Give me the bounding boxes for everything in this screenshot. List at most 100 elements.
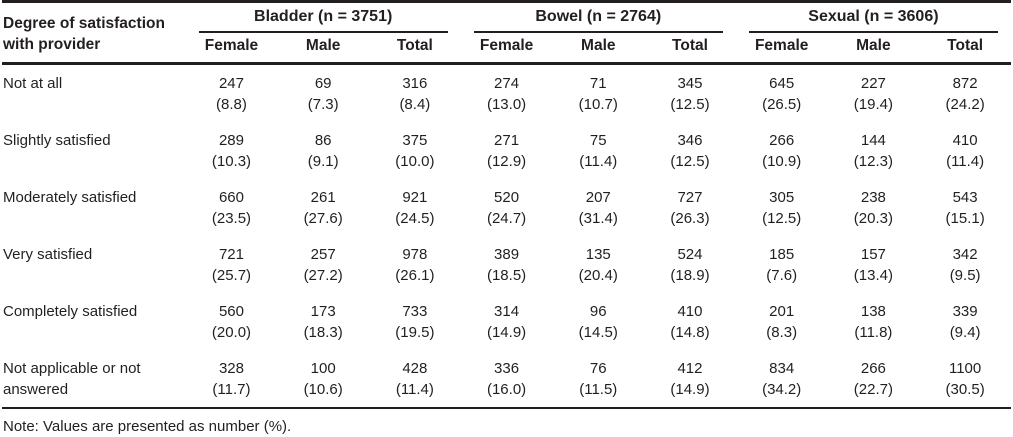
data-cell: 76 (11.5): [552, 350, 644, 408]
cell-count: 261: [310, 189, 336, 206]
cell-count: 289: [218, 132, 244, 149]
data-cell: 227 (19.4): [828, 64, 920, 123]
data-cell: 100 (10.6): [277, 350, 369, 408]
cell-percent: (12.5): [762, 210, 802, 227]
data-cell: 339 (9.4): [919, 293, 1011, 350]
data-cell: 428 (11.4): [369, 350, 461, 408]
data-cell: 660 (23.5): [186, 179, 278, 236]
table-row: Slightly satisfied 289 (10.3) 86 (9.1) 375 (1…: [2, 122, 1011, 179]
cell-percent: (26.5): [762, 96, 802, 113]
cell-percent: (27.2): [303, 267, 343, 284]
cell-percent: (24.2): [945, 96, 985, 113]
cell-count: 135: [585, 246, 611, 263]
cell-percent: (7.3): [307, 96, 339, 113]
cell-count: 345: [677, 75, 703, 92]
column-header-sexual-male: Male: [827, 33, 920, 65]
cell-percent: (26.1): [395, 267, 435, 284]
cell-count: 271: [494, 132, 520, 149]
data-cell: 1100 (30.5): [919, 350, 1011, 408]
cell-percent: (11.5): [579, 381, 618, 398]
cell-count: 185: [769, 246, 795, 263]
cell-percent: (12.9): [486, 153, 527, 170]
row-label: Not at all: [3, 75, 63, 92]
cell-count: 266: [769, 132, 795, 149]
cell-count: 71: [589, 75, 607, 92]
cell-count: 342: [952, 246, 978, 263]
cell-percent: (11.4): [946, 153, 985, 170]
column-header-sexual-total: Total: [919, 33, 1011, 65]
column-header-bladder-male: Male: [277, 33, 370, 65]
cell-percent: (12.5): [670, 153, 710, 170]
data-cell: 346 (12.5): [644, 122, 736, 179]
data-cell: 345 (12.5): [644, 64, 736, 123]
cell-percent: (18.5): [486, 267, 527, 284]
cell-count: 834: [769, 360, 795, 377]
data-cell: 921 (24.5): [369, 179, 461, 236]
data-cell: 157 (13.4): [828, 236, 920, 293]
cell-percent: (14.9): [670, 381, 710, 398]
cell-percent: (10.0): [395, 153, 435, 170]
data-cell: 336 (16.0): [461, 350, 553, 408]
cell-count: 375: [402, 132, 428, 149]
cell-percent: (8.3): [766, 324, 798, 341]
data-cell: 289 (10.3): [186, 122, 278, 179]
cell-percent: (22.7): [853, 381, 893, 398]
cell-count: 274: [494, 75, 520, 92]
cell-count: 921: [402, 189, 428, 206]
cell-percent: (20.0): [211, 324, 252, 341]
cell-percent: (34.2): [762, 381, 802, 398]
cell-percent: (9.5): [949, 267, 981, 284]
cell-count: 138: [860, 303, 886, 320]
data-cell: 75 (11.4): [552, 122, 644, 179]
cell-percent: (12.3): [853, 153, 893, 170]
table-row: Moderately satisfied 660 (23.5) 261 (27.6) 9…: [2, 179, 1011, 236]
data-cell: 834 (34.2): [736, 350, 828, 408]
cell-count: 645: [769, 75, 795, 92]
cell-count: 543: [952, 189, 978, 206]
table-header: Degree of satisfaction with provider Bla…: [2, 1, 1011, 65]
data-cell: 727 (26.3): [644, 179, 736, 236]
cell-count: 75: [589, 132, 607, 149]
cell-percent: (24.7): [486, 210, 527, 227]
cell-count: 305: [769, 189, 795, 206]
sub-header-row: Female Male Total Female Male Total Fema…: [2, 33, 1011, 65]
cell-percent: (27.6): [303, 210, 343, 227]
group-label-sexual: Sexual (n = 3606): [748, 7, 998, 33]
data-cell: 71 (10.7): [552, 64, 644, 123]
cell-count: 157: [860, 246, 886, 263]
data-cell: 86 (9.1): [277, 122, 369, 179]
cell-count: 733: [402, 303, 428, 320]
cell-percent: (11.4): [579, 153, 618, 170]
cell-count: 328: [218, 360, 244, 377]
column-header-bowel-total: Total: [644, 33, 736, 65]
cell-percent: (8.8): [216, 96, 247, 113]
cell-count: 173: [310, 303, 336, 320]
cell-percent: (30.5): [945, 381, 985, 398]
data-cell: 173 (18.3): [277, 293, 369, 350]
cell-count: 238: [860, 189, 886, 206]
column-header-bladder-female: Female: [185, 33, 278, 65]
data-cell: 560 (20.0): [186, 293, 278, 350]
table-row: Completely satisfied 560 (20.0) 173 (18.3) 7…: [2, 293, 1011, 350]
data-cell: 207 (31.4): [552, 179, 644, 236]
column-header-bladder-total: Total: [369, 33, 461, 65]
data-cell: 328 (11.7): [186, 350, 278, 408]
column-header-bowel-male: Male: [552, 33, 645, 65]
data-cell: 266 (22.7): [828, 350, 920, 408]
cell-count: 410: [677, 303, 703, 320]
cell-count: 144: [860, 132, 886, 149]
data-cell: 978 (26.1): [369, 236, 461, 293]
data-cell: 257 (27.2): [277, 236, 369, 293]
cell-count: 660: [218, 189, 244, 206]
cell-count: 76: [589, 360, 607, 377]
data-cell: 721 (25.7): [186, 236, 278, 293]
satisfaction-table: Degree of satisfaction with provider Bla…: [2, 0, 1011, 409]
data-cell: 314 (14.9): [461, 293, 553, 350]
cell-count: 727: [677, 189, 703, 206]
cell-percent: (9.4): [949, 324, 981, 341]
data-cell: 96 (14.5): [552, 293, 644, 350]
cell-count: 96: [589, 303, 607, 320]
cell-percent: (20.4): [578, 267, 618, 284]
cell-percent: (24.5): [395, 210, 435, 227]
cell-percent: (20.3): [853, 210, 893, 227]
